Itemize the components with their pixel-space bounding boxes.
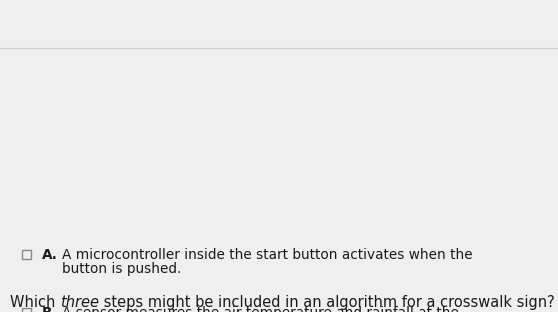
Bar: [22, 250, 31, 259]
Text: three: three: [60, 295, 99, 310]
Text: steps might be included in an algorithm for a crosswalk sign?: steps might be included in an algorithm …: [99, 295, 555, 310]
Text: A.: A.: [42, 248, 58, 262]
Text: B.: B.: [42, 306, 57, 312]
Text: Which: Which: [10, 295, 60, 310]
Text: A sensor measures the air temperature and rainfall at the: A sensor measures the air temperature an…: [62, 306, 459, 312]
Text: button is pushed.: button is pushed.: [62, 262, 181, 276]
Text: A microcontroller inside the start button activates when the: A microcontroller inside the start butto…: [62, 248, 473, 262]
Bar: [22, 308, 31, 312]
